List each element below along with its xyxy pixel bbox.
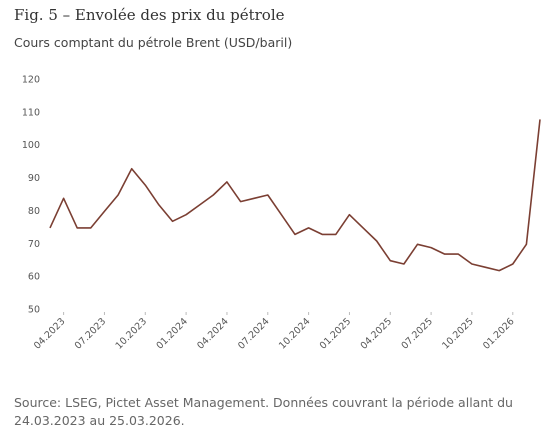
- x-tick-label: 07.2023: [73, 316, 109, 352]
- y-tick-label: 70: [28, 239, 40, 250]
- x-tick-label: 10.2024: [277, 316, 313, 352]
- chart-title: Fig. 5 – Envolée des prix du pétrole: [14, 6, 285, 24]
- source-note: Source: LSEG, Pictet Asset Management. D…: [14, 395, 513, 428]
- x-tick-label: 07.2025: [399, 316, 435, 352]
- x-tick-label: 01.2024: [154, 316, 190, 352]
- price-line: [49, 119, 541, 272]
- x-tick-label: 10.2023: [114, 316, 150, 352]
- y-tick-label: 110: [22, 107, 40, 118]
- x-tick-label: 01.2025: [318, 316, 354, 352]
- x-tick-label: 01.2026: [481, 316, 517, 352]
- x-tick-label: 04.2024: [195, 316, 231, 352]
- chart: 50 60 70 80 90 100 110 120 04.2023 07.2023 10.2023…: [22, 75, 541, 352]
- y-tick-label: 80: [28, 206, 40, 217]
- y-tick-label: 50: [28, 305, 40, 316]
- y-tick-label: 60: [28, 272, 40, 283]
- chart-subtitle: Cours comptant du pétrole Brent (USD/bar…: [14, 35, 293, 50]
- y-tick-label: 120: [22, 75, 40, 86]
- y-tick-label: 90: [28, 173, 40, 184]
- x-tick-label: 10.2025: [440, 316, 476, 352]
- y-tick-label: 100: [22, 140, 40, 151]
- x-tick-label: 04.2023: [32, 316, 68, 352]
- x-tick-label: 04.2025: [359, 316, 395, 352]
- x-tick-label: 07.2024: [236, 316, 272, 352]
